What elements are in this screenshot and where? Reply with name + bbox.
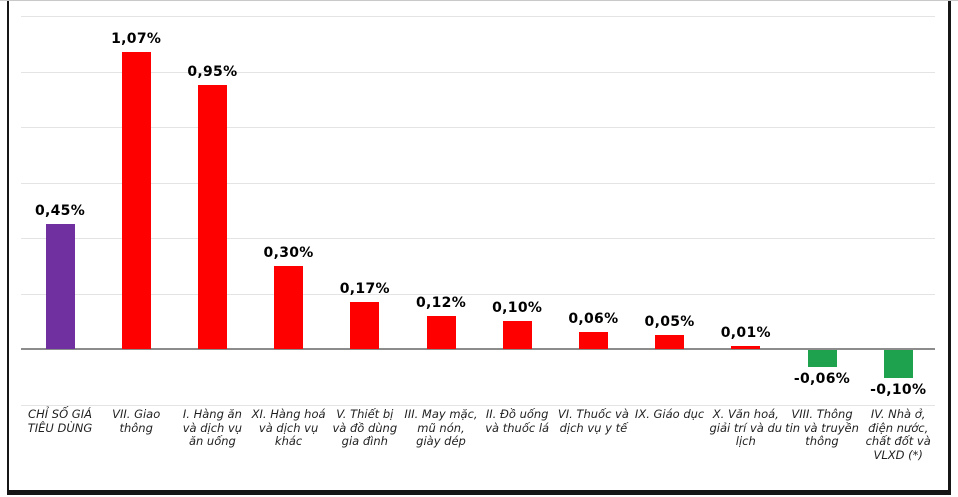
category-label: VI. Thuốc và dịch vụ y tế xyxy=(557,407,629,435)
bar-value-label: -0,06% xyxy=(793,370,851,387)
bar xyxy=(350,301,380,349)
bar-value-label: 0,12% xyxy=(415,294,467,311)
bar xyxy=(807,350,837,367)
bar xyxy=(502,321,532,349)
category-label: CHỈ SỐ GIÁ TIÊU DÙNG xyxy=(27,407,93,435)
category-label: X. Văn hoá, giải trí và du lịch xyxy=(709,407,783,448)
category-label: III. May mặc, mũ nón, giày dép xyxy=(404,407,478,448)
bar-value-label: 0,30% xyxy=(263,244,314,261)
gridline xyxy=(21,127,935,128)
bar xyxy=(197,85,227,349)
x-axis-line xyxy=(21,348,935,350)
category-label: XI. Hàng hoá và dịch vụ khác xyxy=(251,407,326,448)
bar-value-label: 0,05% xyxy=(644,314,695,331)
bar-value-label: 0,10% xyxy=(492,300,543,317)
bar xyxy=(883,350,913,378)
bar-value-label: 0,45% xyxy=(34,203,86,220)
category-label: IV. Nhà ở, điện nước, chất đốt và VLXD (… xyxy=(865,407,931,462)
frame-right-border xyxy=(948,1,951,495)
bar xyxy=(426,315,456,349)
bar-value-label: 1,07% xyxy=(111,31,162,48)
gridline xyxy=(21,16,935,17)
category-label: V. Thiết bị và đồ dùng gia đình xyxy=(332,407,398,448)
bar-value-label: 0,01% xyxy=(720,325,771,342)
bar xyxy=(655,335,685,349)
gridline xyxy=(21,294,935,295)
bar xyxy=(121,52,151,349)
gridline xyxy=(21,405,935,406)
gridline xyxy=(21,72,935,73)
category-label: I. Hàng ăn và dịch vụ ăn uống xyxy=(182,407,243,448)
category-label: VII. Giao thông xyxy=(112,407,161,435)
bar xyxy=(274,265,304,349)
category-label: II. Đồ uống và thuốc lá xyxy=(485,407,550,435)
bar xyxy=(731,346,761,349)
gridline xyxy=(21,183,935,184)
category-label: IX. Giáo dục xyxy=(634,407,705,421)
bar-value-label: 0,06% xyxy=(568,311,619,328)
bar-value-label: 0,95% xyxy=(187,64,238,81)
gridline xyxy=(21,238,935,239)
frame-bottom-border xyxy=(7,490,951,495)
bar-value-label: 0,17% xyxy=(339,280,390,297)
bar xyxy=(578,332,608,349)
frame-left-border xyxy=(7,1,9,495)
category-label: VIII. Thông tin và truyền thông xyxy=(785,407,859,448)
frame-top-border xyxy=(0,0,958,1)
bar-value-label: -0,10% xyxy=(870,381,927,398)
bar xyxy=(45,224,75,349)
